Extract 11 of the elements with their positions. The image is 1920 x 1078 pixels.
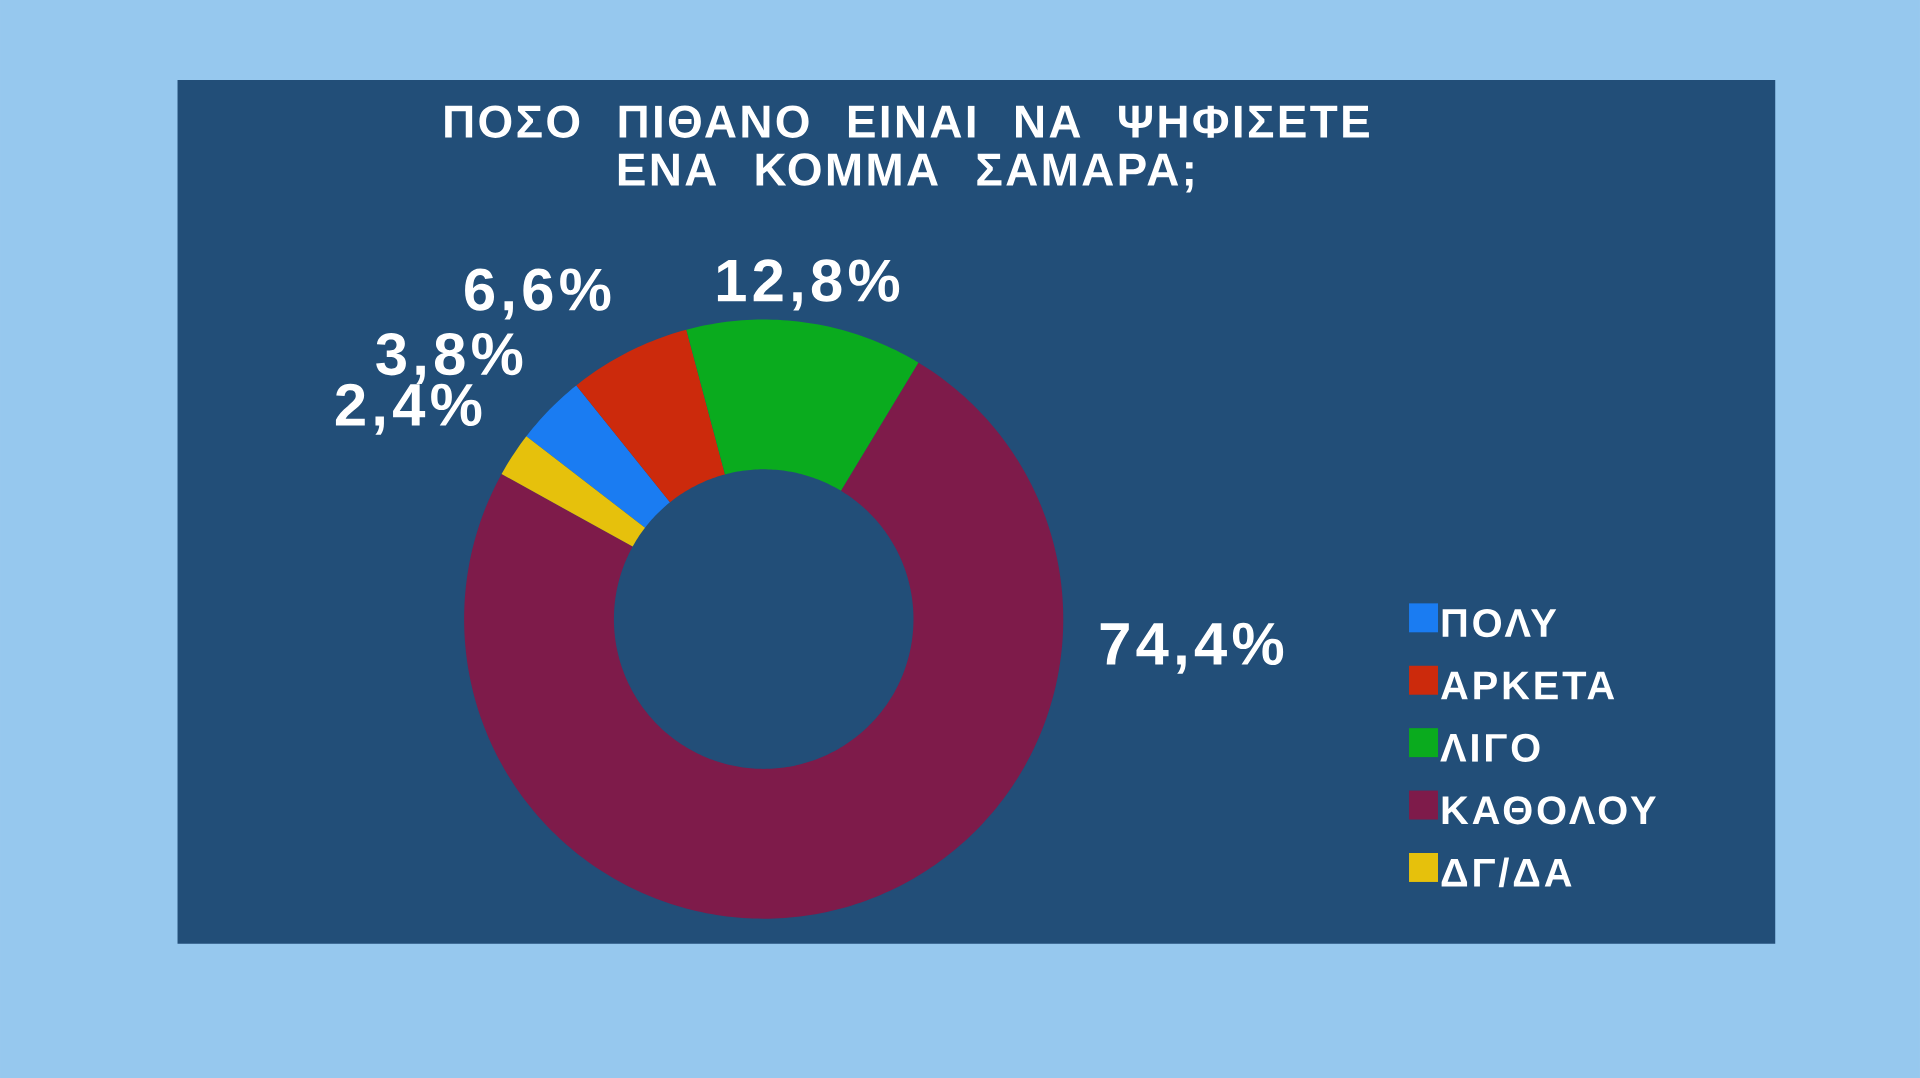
legend-label: ΔΓ/ΔΑ [1441, 857, 1572, 888]
data-label: 6,6% [465, 268, 611, 320]
chart-title: ΠΟΣΟ ΠΙΘΑΝΟ ΕΙΝΑΙ ΝΑ ΨΗΦΙΣΕΤΕ ΕΝΑ ΚΟΜΜΑ ΣΑΜΑΡΑ; [445, 105, 1369, 193]
data-label: 74,4% [1100, 622, 1284, 674]
data-label: 2,4% [335, 383, 482, 435]
legend-label: ΚΑΘΟΛΟΥ [1442, 795, 1656, 825]
data-label: 3,8% [376, 332, 523, 384]
legend-label: ΑΡΚΕΤΑ [1440, 671, 1615, 699]
legend-label: ΠΟΛΥ [1442, 608, 1557, 637]
legend-label: ΛΙΓΟ [1440, 733, 1540, 762]
data-label: 12,8% [717, 259, 900, 311]
